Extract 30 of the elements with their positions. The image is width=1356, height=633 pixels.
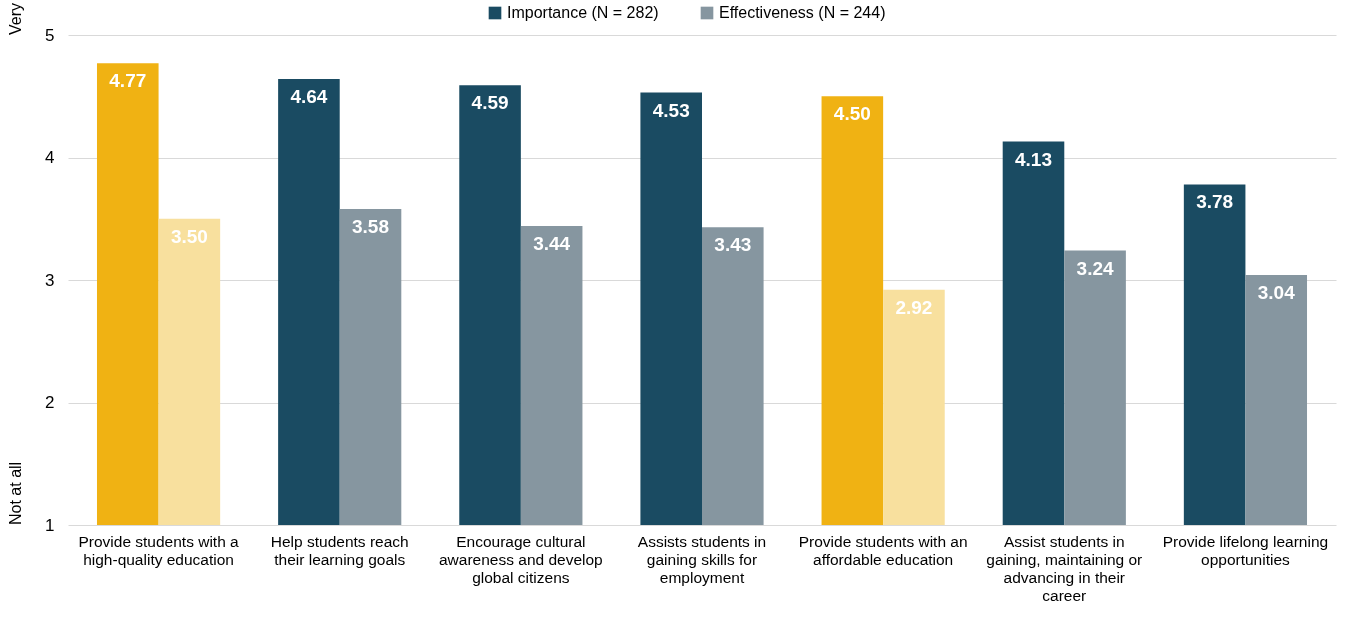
data-label: 3.24 xyxy=(1076,257,1114,279)
y-tick-label: 2 xyxy=(45,393,55,412)
data-label: 4.53 xyxy=(652,99,690,121)
data-label: 3.43 xyxy=(714,234,752,256)
data-label: 4.64 xyxy=(290,86,328,108)
text: Very xyxy=(7,2,24,35)
x-tick-label: Provide lifelong learning opportunities xyxy=(1162,532,1329,568)
x-tick-label: Encourage cultural awareness and develop global citizens xyxy=(438,532,603,586)
data-label: 2.92 xyxy=(895,296,933,318)
data-label: 3.58 xyxy=(352,215,389,237)
y-tick-label: 3 xyxy=(45,270,55,290)
legend-label: Effectiveness (N = 244) xyxy=(719,4,886,21)
x-tick-label: Help students reach their learning goals xyxy=(270,532,409,568)
x-tick-label: Assists students in gaining skills for employment xyxy=(637,532,767,586)
data-label: 3.04 xyxy=(1257,282,1296,304)
y-tick-label: 5 xyxy=(45,25,55,45)
legend-label: Importance (N = 282) xyxy=(507,4,659,21)
data-label: 3.78 xyxy=(1196,191,1234,213)
y-tick-label: 4 xyxy=(45,148,55,167)
text: Not at all xyxy=(7,461,24,525)
data-label: 4.59 xyxy=(471,92,509,114)
data-label: 3.50 xyxy=(170,225,208,247)
x-tick-label: Provide students with a high-quality education xyxy=(78,532,240,568)
data-label: 4.50 xyxy=(833,103,871,125)
x-tick-label: Provide students with an affordable education xyxy=(798,532,968,568)
data-label: 3.44 xyxy=(533,233,571,255)
data-label: 4.77 xyxy=(109,70,147,92)
x-tick-label: Assist students in gaining, maintaining or advancing in their career xyxy=(986,532,1143,604)
data-label: 4.13 xyxy=(1015,148,1052,170)
y-tick-label: 1 xyxy=(45,515,55,535)
